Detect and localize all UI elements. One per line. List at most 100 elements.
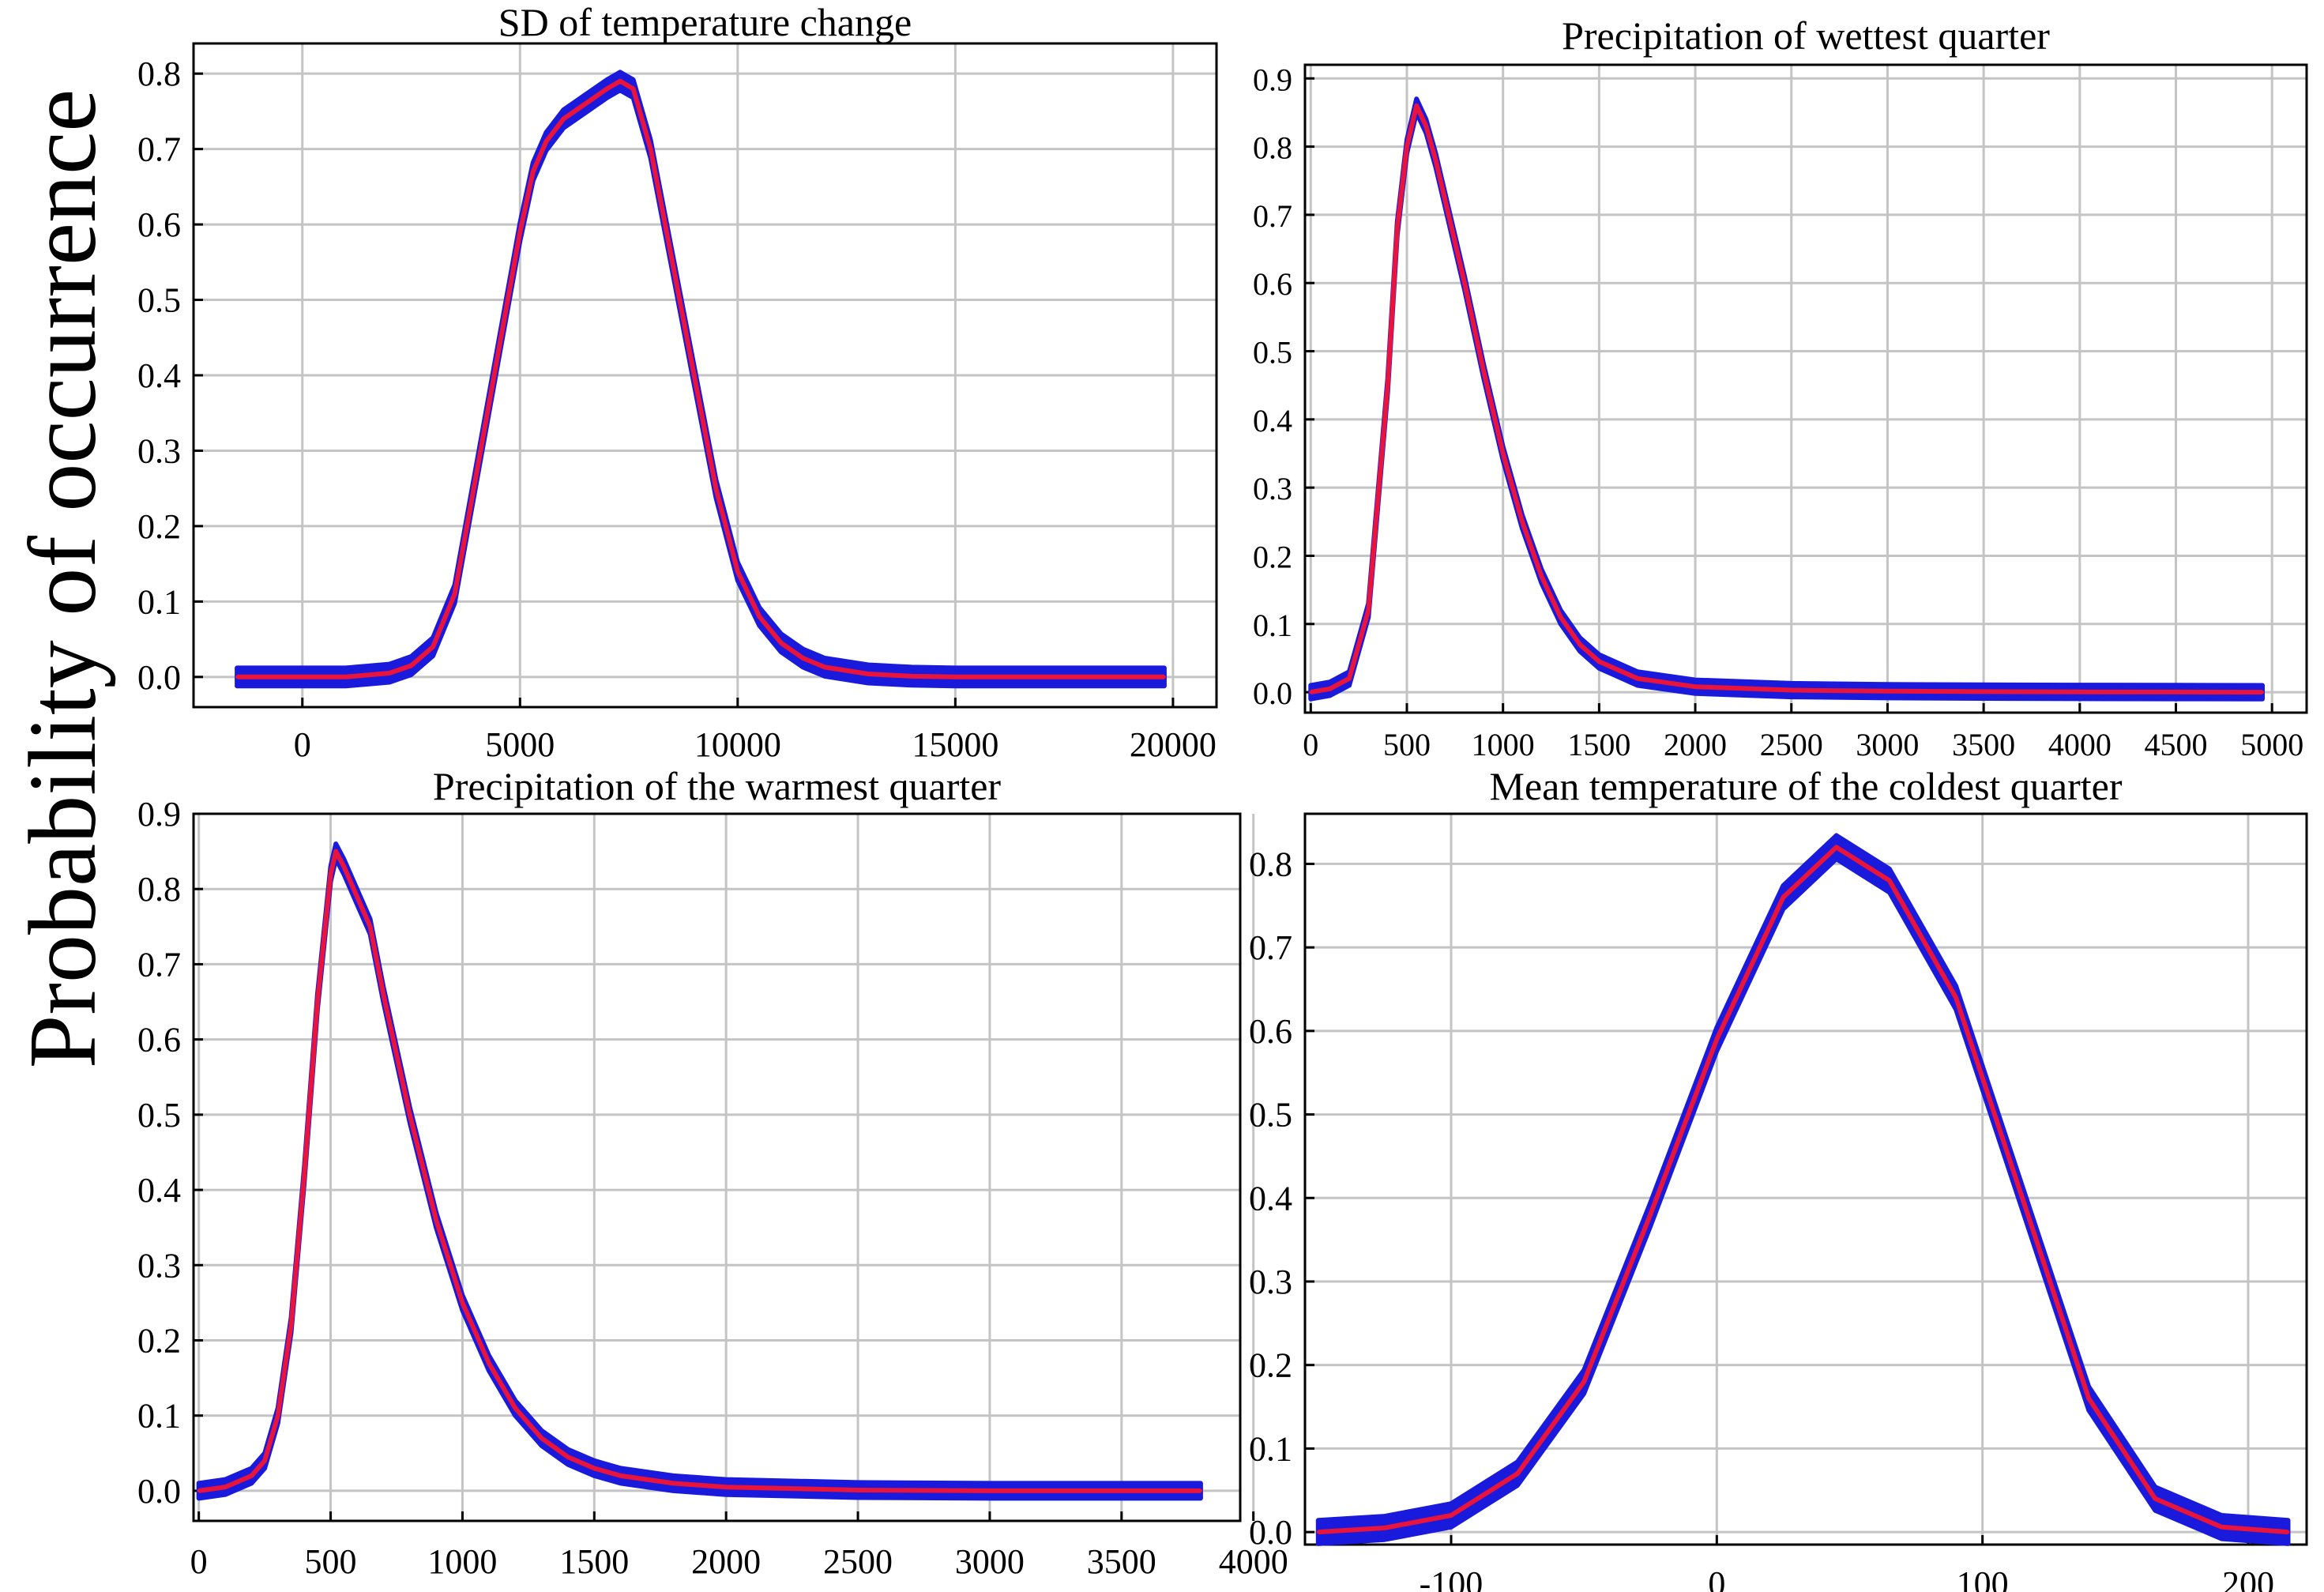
- chart-panel-4: Mean temperature of the coldest quarter -…: [1249, 764, 2308, 1592]
- data-point: [1434, 158, 1438, 162]
- data-point: [2087, 1397, 2091, 1400]
- data-point: [1405, 145, 1408, 149]
- uncertainty-band: [1308, 96, 2265, 702]
- data-point: [1395, 227, 1399, 231]
- y-tick-label: 0.2: [1249, 1346, 1292, 1385]
- mean-response-line: [1318, 845, 2288, 1535]
- data-point: [592, 1466, 596, 1470]
- data-point: [1198, 1489, 1202, 1492]
- mean-response-line: [1310, 103, 2263, 695]
- uncertainty-band: [235, 70, 1167, 689]
- data-point: [671, 260, 675, 264]
- x-tick-label: 1000: [1472, 727, 1535, 762]
- data-point: [1347, 676, 1351, 680]
- data-point: [1521, 520, 1525, 524]
- data-point: [856, 1488, 860, 1492]
- data-point: [2220, 1525, 2224, 1529]
- x-tick-label: 2500: [1760, 727, 1823, 762]
- x-tick-label: 10000: [694, 725, 781, 764]
- y-tick-label: 0.2: [137, 507, 181, 546]
- x-tick-label: 4000: [2048, 727, 2112, 762]
- data-point: [434, 1218, 438, 1222]
- data-point: [289, 1323, 293, 1327]
- x-tick-label: 3500: [1952, 727, 2015, 762]
- data-point: [1162, 675, 1166, 679]
- y-tick-label: 0.5: [137, 1096, 181, 1135]
- data-point: [387, 672, 391, 676]
- data-point: [1578, 642, 1582, 646]
- data-point: [1887, 879, 1891, 883]
- data-point: [758, 615, 762, 619]
- data-point: [1309, 691, 1313, 694]
- data-point: [2078, 690, 2081, 694]
- data-point: [1424, 124, 1428, 128]
- uncertainty-band: [1315, 833, 2291, 1546]
- data-point: [1501, 452, 1505, 455]
- data-point: [1834, 845, 1838, 849]
- data-point: [1316, 1530, 1320, 1534]
- data-point: [224, 1485, 228, 1489]
- data-point: [1382, 1526, 1386, 1530]
- data-point: [1636, 676, 1640, 680]
- mean-response-line: [198, 849, 1201, 1493]
- data-point: [605, 87, 609, 91]
- plot-frame: [1303, 63, 2308, 714]
- data-point: [342, 864, 346, 868]
- x-tick-label: 200: [2222, 1564, 2274, 1592]
- y-tick-label: 0.8: [1253, 130, 1292, 166]
- x-tick-label: -100: [1420, 1564, 1484, 1592]
- x-tick-label: 3500: [1087, 1542, 1156, 1581]
- data-point: [431, 645, 435, 649]
- data-point: [1415, 103, 1419, 107]
- x-tick-label: 0: [190, 1542, 208, 1581]
- data-point: [408, 1112, 412, 1116]
- x-tick-label: 4000: [1219, 1542, 1288, 1581]
- uncertainty-band: [196, 841, 1203, 1501]
- data-point: [276, 1413, 280, 1417]
- data-point: [540, 1436, 543, 1440]
- data-point: [1516, 1472, 1520, 1476]
- y-tick-label: 0.7: [137, 130, 181, 169]
- data-point: [1954, 995, 1958, 999]
- y-tick-label: 0.4: [137, 356, 181, 395]
- y-tick-label: 0.6: [1253, 266, 1292, 302]
- y-tick-label: 0.0: [137, 658, 181, 697]
- x-tick-label: 1000: [427, 1542, 497, 1581]
- y-tick-label: 0.1: [1249, 1429, 1292, 1468]
- data-point: [250, 1473, 254, 1477]
- y-tick-label: 0.2: [1253, 539, 1292, 574]
- y-tick-label: 0.6: [137, 205, 181, 244]
- data-point: [409, 664, 413, 668]
- x-tick-label: 4500: [2145, 727, 2208, 762]
- y-tick-label: 0.0: [137, 1472, 181, 1511]
- data-point: [714, 487, 718, 491]
- y-tick-label: 0.9: [1253, 62, 1292, 97]
- y-tick-label: 0.4: [1249, 1179, 1292, 1218]
- x-tick-label: 5000: [2240, 727, 2303, 762]
- data-point: [1559, 615, 1562, 619]
- data-point: [315, 1000, 319, 1004]
- y-tick-label: 0.6: [1249, 1012, 1292, 1051]
- data-point: [334, 849, 338, 853]
- data-point: [263, 1458, 267, 1462]
- data-point: [692, 374, 696, 377]
- y-tick-label: 0.7: [1253, 198, 1292, 234]
- y-tick-label: 0.9: [137, 795, 181, 834]
- data-point: [487, 1361, 491, 1365]
- data-point: [329, 872, 333, 876]
- y-tick-label: 0.5: [1253, 335, 1292, 371]
- data-point: [1443, 199, 1447, 203]
- y-tick-label: 0.4: [137, 1171, 181, 1210]
- data-point: [619, 79, 622, 83]
- data-point: [779, 641, 783, 645]
- data-point: [1789, 688, 1793, 692]
- data-point: [2261, 691, 2265, 694]
- data-point: [1463, 281, 1467, 285]
- y-tick-label: 0.3: [1253, 471, 1292, 506]
- y-tick-label: 0.4: [1253, 403, 1292, 438]
- data-point: [1386, 383, 1390, 387]
- data-point: [2174, 690, 2178, 694]
- x-tick-label: 0: [294, 725, 311, 764]
- x-tick-label: 5000: [485, 725, 555, 764]
- data-point: [649, 147, 652, 151]
